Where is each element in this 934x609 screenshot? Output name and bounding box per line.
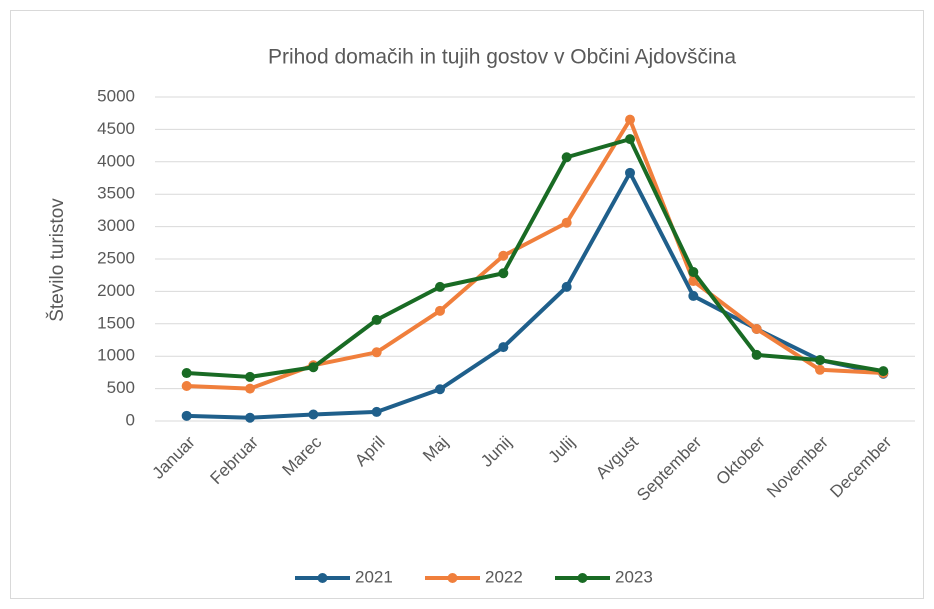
y-tick-label: 3500 [97,184,135,203]
data-point [435,384,445,395]
data-point [181,368,192,379]
data-point [561,281,572,292]
y-axis-title: Število turistov [46,198,68,322]
data-point [751,323,762,334]
y-tick-label: 3000 [97,216,135,235]
legend-label: 2022 [485,567,523,586]
y-tick-label: 2500 [97,248,135,267]
data-point [498,268,509,279]
data-point [435,305,445,316]
y-tick-label: 0 [126,410,135,429]
data-point [371,314,382,325]
data-point [245,383,255,394]
data-point [561,152,572,163]
data-point [308,362,319,373]
data-point [435,281,445,292]
data-point [561,217,572,228]
legend-label: 2023 [615,567,653,586]
data-point [181,410,192,421]
data-point [625,134,635,145]
data-point [308,409,319,420]
chart-title: Prihod domačih in tujih gostov v Občini … [268,46,736,69]
data-point [688,266,699,277]
data-point [371,347,382,358]
chart-frame [10,10,924,599]
data-point [815,355,825,366]
y-tick-label: 1500 [97,313,135,332]
data-point [245,371,255,382]
y-tick-label: 1000 [97,346,135,365]
series-line [186,137,884,379]
data-point [498,342,509,353]
data-point [751,349,762,360]
data-point [498,250,509,261]
data-point [625,167,635,178]
y-tick-label: 4500 [97,119,135,138]
legend-label: 2021 [355,567,393,586]
y-tick-label: 500 [107,378,135,397]
legend-marker [317,573,328,583]
data-point [625,114,635,125]
data-point [181,381,192,392]
y-tick-label: 5000 [97,86,135,105]
legend-marker [447,573,458,583]
data-point [878,366,889,377]
data-point [371,406,382,417]
y-tick-label: 4000 [97,151,135,170]
data-point [245,412,255,423]
data-point [688,276,699,287]
y-tick-label: 2000 [97,281,135,300]
data-point [688,290,699,301]
data-point [815,364,825,375]
legend-marker [577,573,588,583]
